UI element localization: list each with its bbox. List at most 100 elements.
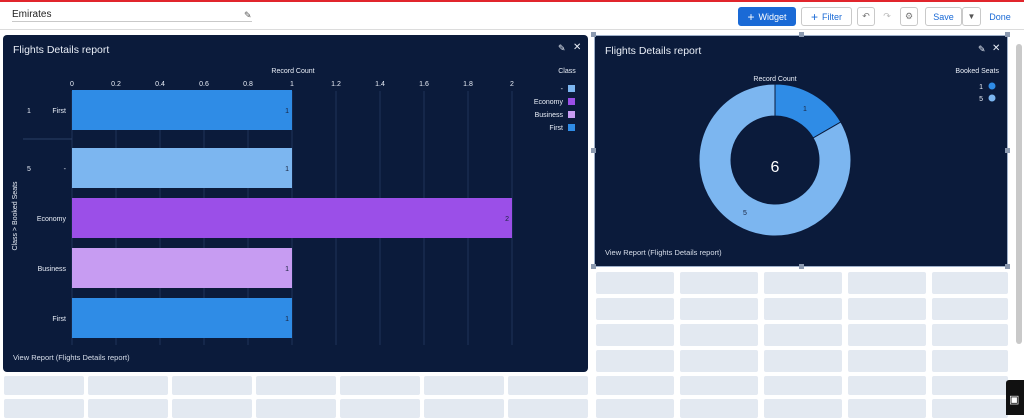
x-tick-label: 0.2 — [111, 81, 121, 88]
legend-title: Class — [558, 68, 576, 75]
add-filter-button[interactable]: + Filter — [801, 7, 852, 26]
undo-icon: ↶ — [862, 11, 870, 21]
screenshot-button[interactable]: ▣ — [1006, 380, 1024, 415]
close-icon[interactable]: ✕ — [992, 43, 1001, 54]
bar-value-label: 1 — [285, 266, 289, 273]
legend-label: Economy — [534, 99, 564, 106]
legend-swatch[interactable] — [988, 82, 996, 90]
group-label: 5 — [27, 166, 31, 173]
donut-chart: Record Count Booked Seats 1 5 6 1 5 — [698, 68, 999, 237]
grid-cell — [256, 399, 336, 418]
resize-handle[interactable] — [799, 32, 804, 37]
x-tick-label: 2 — [510, 81, 514, 88]
bar-value-label: 1 — [285, 316, 289, 323]
edit-name-pencil-icon[interactable]: ✎ — [244, 10, 252, 20]
bar[interactable] — [72, 90, 292, 130]
bar[interactable] — [72, 148, 292, 188]
widget-title: Flights Details report — [605, 45, 702, 57]
redo-icon: ↷ — [883, 11, 891, 21]
resize-handle[interactable] — [591, 264, 596, 269]
bar[interactable] — [72, 198, 512, 238]
bar-value-label: 1 — [285, 166, 289, 173]
category-label: Economy — [37, 216, 67, 223]
chevron-down-icon: ▼ — [967, 12, 976, 21]
bar[interactable] — [72, 248, 292, 288]
settings-button[interactable]: ⚙ — [900, 7, 918, 26]
view-report-link[interactable]: View Report (Flights Details report) — [13, 353, 130, 362]
donut-slice[interactable] — [698, 83, 852, 237]
legend-label: First — [549, 125, 563, 132]
done-button[interactable]: Done — [986, 7, 1014, 26]
grid-cell — [596, 399, 674, 418]
grid-cell — [848, 350, 926, 372]
bar-chart: Record Count Class > Booked Seats Class … — [12, 68, 576, 345]
slice-value-label: 1 — [803, 106, 807, 113]
x-tick-label: 1.8 — [463, 81, 473, 88]
group-label: 1 — [27, 108, 31, 115]
grid-cell — [340, 376, 420, 395]
grid-cell — [424, 399, 504, 418]
resize-handle[interactable] — [1005, 264, 1010, 269]
bar[interactable] — [72, 298, 292, 338]
grid-cell — [848, 399, 926, 418]
legend-swatch[interactable] — [568, 98, 575, 105]
view-report-link[interactable]: View Report (Flights Details report) — [605, 248, 722, 257]
y-axis-title: Class > Booked Seats — [12, 181, 19, 251]
resize-handle[interactable] — [799, 264, 804, 269]
resize-handle[interactable] — [1005, 148, 1010, 153]
grid-cell — [932, 298, 1008, 320]
x-tick-label: 1.6 — [419, 81, 429, 88]
undo-button[interactable]: ↶ — [857, 7, 875, 26]
grid-cell — [932, 376, 1008, 395]
close-icon[interactable]: ✕ — [573, 42, 582, 53]
edit-pencil-icon[interactable]: ✎ — [558, 43, 566, 53]
redo-button[interactable]: ↷ — [878, 7, 896, 26]
legend-swatch[interactable] — [568, 124, 575, 131]
grid-cell — [932, 272, 1008, 294]
category-label: First — [52, 108, 66, 115]
grid-cell — [932, 324, 1008, 346]
grid-cell — [848, 298, 926, 320]
resize-handle[interactable] — [1005, 32, 1010, 37]
grid-cell — [680, 399, 758, 418]
grid-cell — [680, 324, 758, 346]
grid-cell — [764, 350, 842, 372]
vertical-scrollbar[interactable] — [1016, 44, 1022, 344]
edit-pencil-icon[interactable]: ✎ — [978, 44, 986, 54]
legend-label: - — [561, 86, 564, 93]
add-widget-button[interactable]: + Widget — [738, 7, 796, 26]
legend-title: Booked Seats — [955, 68, 999, 75]
legend-swatch[interactable] — [568, 111, 575, 118]
legend-label: Business — [535, 112, 564, 119]
grid-cell — [596, 298, 674, 320]
grid-cell — [764, 376, 842, 395]
grid-cell — [764, 399, 842, 418]
dashboard-toolbar: Emirates ✎ + Widget + Filter ↶ ↷ ⚙ Save … — [0, 2, 1024, 30]
filter-button-label: Filter — [822, 11, 842, 22]
x-tick-label: 1.4 — [375, 81, 385, 88]
save-button[interactable]: Save — [925, 7, 962, 26]
category-label: First — [52, 316, 66, 323]
legend-swatch[interactable] — [568, 85, 575, 92]
bar-chart-widget[interactable]: Flights Details report ✎ ✕ Record Count … — [3, 35, 588, 372]
grid-cell — [764, 324, 842, 346]
top-accent-line — [0, 0, 1024, 2]
resize-handle[interactable] — [591, 32, 596, 37]
grid-cell — [764, 272, 842, 294]
legend-swatch[interactable] — [988, 94, 996, 102]
bar-value-label: 2 — [505, 216, 509, 223]
grid-cell — [4, 399, 84, 418]
grid-cell — [424, 376, 504, 395]
save-menu-button[interactable]: ▼ — [962, 7, 981, 26]
grid-cell — [4, 376, 84, 395]
grid-cell — [596, 376, 674, 395]
grid-cell — [596, 272, 674, 294]
grid-cell — [848, 272, 926, 294]
donut-chart-widget[interactable]: Flights Details report ✎ ✕ Record Count … — [594, 35, 1008, 267]
dashboard-name-field[interactable]: Emirates — [12, 8, 252, 22]
grid-cell — [172, 376, 252, 395]
gear-icon: ⚙ — [904, 11, 914, 21]
grid-cell — [848, 324, 926, 346]
resize-handle[interactable] — [591, 148, 596, 153]
grid-cell — [764, 298, 842, 320]
